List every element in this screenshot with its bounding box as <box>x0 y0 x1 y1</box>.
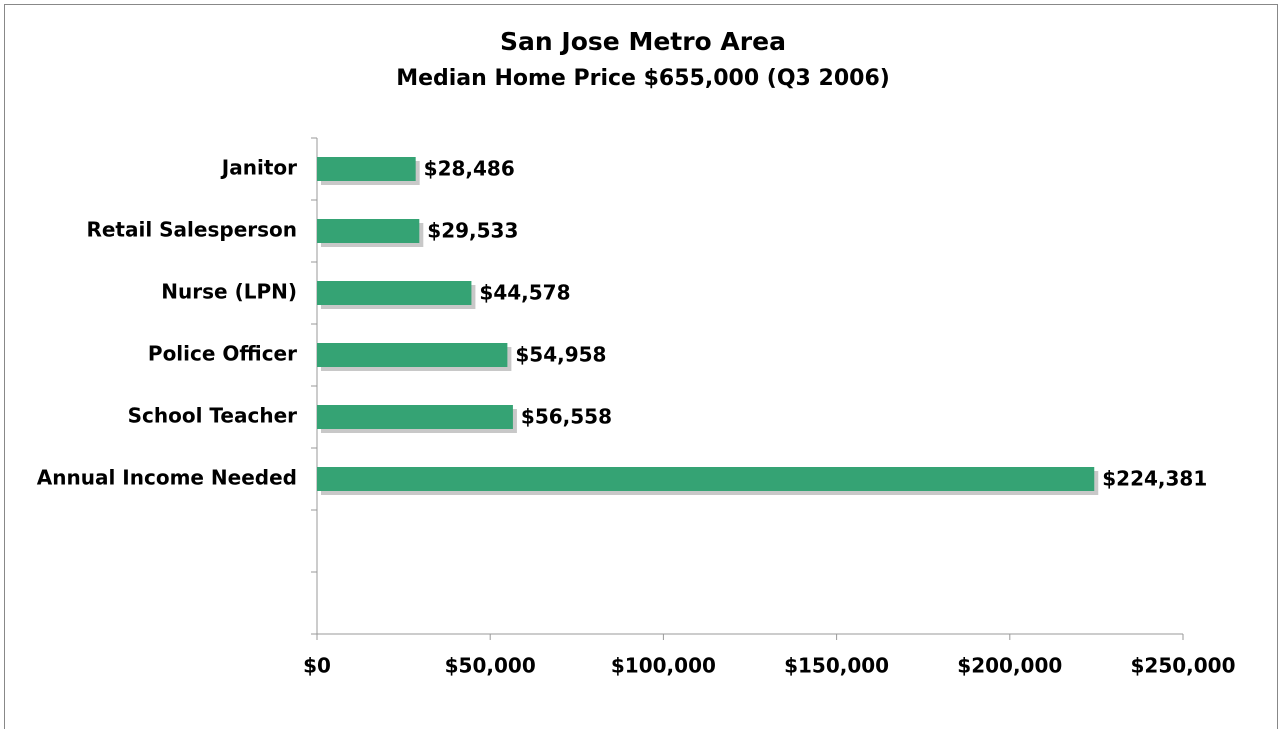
y-tick-label: Retail Salesperson <box>86 218 297 242</box>
x-tick-label: $250,000 <box>1130 654 1235 678</box>
x-tick-label: $150,000 <box>784 654 889 678</box>
chart-title: San Jose Metro Area <box>500 27 786 56</box>
x-tick-label: $0 <box>303 654 331 678</box>
bar <box>317 157 416 181</box>
chart-subtitle: Median Home Price $655,000 (Q3 2006) <box>396 66 890 91</box>
value-label: $44,578 <box>479 281 570 305</box>
bar <box>317 281 472 305</box>
y-tick-label: Nurse (LPN) <box>161 280 297 304</box>
chart-border <box>4 4 1278 729</box>
y-tick-label: Police Officer <box>148 342 297 366</box>
value-label: $54,958 <box>515 343 606 367</box>
x-tick-label: $100,000 <box>611 654 716 678</box>
bar <box>317 219 420 243</box>
value-label: $56,558 <box>521 405 612 429</box>
bar <box>317 343 508 367</box>
y-tick-label: School Teacher <box>128 404 298 428</box>
y-tick-label: Janitor <box>220 156 297 180</box>
value-label: $29,533 <box>427 219 518 243</box>
x-tick-label: $200,000 <box>957 654 1062 678</box>
x-tick-label: $50,000 <box>445 654 536 678</box>
value-label: $28,486 <box>424 157 515 181</box>
bar <box>317 405 513 429</box>
bar <box>317 467 1095 491</box>
y-tick-label: Annual Income Needed <box>37 466 297 490</box>
value-label: $224,381 <box>1102 467 1207 491</box>
